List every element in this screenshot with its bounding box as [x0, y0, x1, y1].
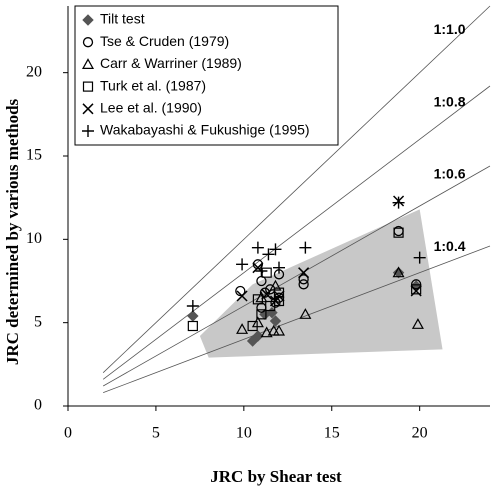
point — [187, 310, 199, 322]
reference-line — [103, 245, 491, 394]
x-tick-label: 5 — [152, 425, 160, 442]
point — [251, 316, 264, 328]
point — [236, 258, 249, 271]
point — [252, 259, 264, 270]
point — [236, 290, 248, 302]
point — [269, 243, 282, 256]
point — [392, 196, 405, 209]
point — [82, 103, 94, 115]
point — [261, 267, 272, 278]
point — [269, 315, 282, 327]
point — [270, 297, 281, 308]
point — [82, 37, 94, 48]
point — [252, 330, 264, 342]
reference-label: 1:0.8 — [434, 93, 466, 109]
legend-box — [74, 5, 339, 146]
y-tick-label: 5 — [34, 313, 42, 330]
reference-label: 1:1.0 — [434, 21, 466, 37]
reference-line — [102, 85, 491, 380]
legend-label: Tse & Cruden (1979) — [100, 33, 229, 49]
point — [273, 290, 285, 302]
point — [82, 125, 94, 137]
point — [255, 265, 268, 277]
point — [260, 326, 273, 338]
point — [82, 14, 94, 26]
point — [392, 266, 405, 278]
point — [299, 241, 312, 254]
point — [298, 274, 309, 285]
point — [269, 279, 282, 291]
legend-label: Carr & Warriner (1989) — [100, 55, 242, 71]
point — [273, 261, 285, 274]
reference-line — [102, 5, 491, 373]
x-axis-title: JRC by Shear test — [210, 467, 342, 486]
point — [82, 81, 94, 92]
x-tick-label: 15 — [324, 425, 340, 442]
point — [235, 285, 246, 297]
point — [411, 318, 424, 329]
point — [187, 320, 198, 332]
point — [393, 227, 404, 238]
point — [81, 58, 95, 70]
point — [411, 284, 422, 295]
legend-label: Tilt test — [100, 11, 145, 27]
legend-label: Wakabayashi & Fukushige (1995) — [100, 122, 310, 138]
shaded-region — [199, 209, 443, 358]
x-tick-label: 0 — [64, 425, 72, 442]
point — [186, 300, 199, 312]
point — [392, 266, 405, 279]
point — [410, 285, 422, 297]
point — [272, 324, 286, 336]
point — [298, 267, 310, 279]
point — [269, 295, 282, 307]
y-tick-label: 10 — [26, 230, 42, 247]
y-axis-title: JRC determined by various methods — [3, 98, 22, 365]
x-tick-label: 20 — [412, 425, 428, 442]
point — [236, 323, 249, 334]
reference-label: 1:0.4 — [434, 238, 466, 254]
point — [259, 287, 271, 298]
y-tick-label: 0 — [34, 397, 42, 414]
point — [251, 241, 264, 254]
legend-label: Lee et al. (1990) — [100, 100, 202, 116]
y-tick-label: 20 — [26, 63, 42, 80]
legend-label: Turk et al. (1987) — [100, 77, 206, 93]
point — [262, 248, 275, 261]
point — [256, 309, 267, 320]
reference-label: 1:0.6 — [434, 166, 466, 182]
reference-line — [102, 165, 491, 387]
point — [413, 251, 426, 264]
point — [299, 308, 312, 319]
y-tick-label: 15 — [26, 147, 42, 164]
point — [298, 279, 309, 290]
x-tick-label: 10 — [236, 425, 252, 442]
point — [261, 288, 273, 300]
point — [247, 320, 258, 332]
